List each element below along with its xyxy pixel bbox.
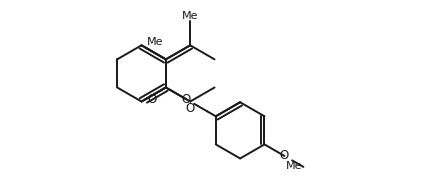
Text: Me: Me	[285, 161, 302, 171]
Text: O: O	[186, 102, 195, 115]
Text: O: O	[147, 93, 157, 106]
Text: O: O	[279, 149, 288, 162]
Text: O: O	[181, 93, 190, 106]
Text: Me: Me	[147, 37, 163, 47]
Text: Me: Me	[182, 11, 199, 21]
